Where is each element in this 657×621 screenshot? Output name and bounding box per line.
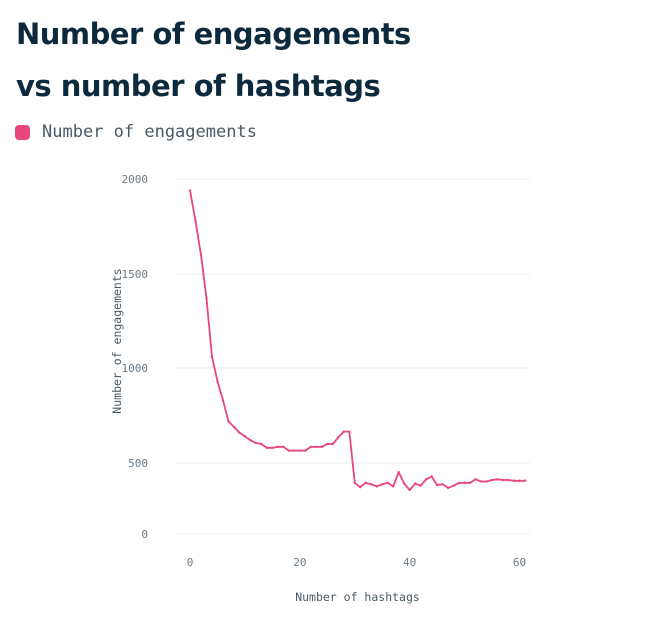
data-point [348, 430, 351, 433]
data-point [298, 449, 302, 452]
data-point [210, 355, 214, 358]
data-point [221, 399, 225, 402]
data-point [271, 446, 274, 449]
data-point [326, 442, 329, 446]
data-point [353, 481, 356, 485]
data-point [402, 482, 406, 485]
data-point [249, 439, 252, 442]
data-point [331, 442, 334, 446]
data-point [435, 483, 439, 487]
data-point [441, 483, 444, 486]
data-point [408, 488, 411, 492]
data-point [265, 446, 269, 449]
data-point [446, 486, 450, 490]
data-points [188, 189, 527, 492]
y-tick-label: 500 [128, 457, 148, 470]
data-point [359, 485, 362, 489]
x-tick-labels: 0 20 40 60 [187, 556, 526, 569]
y-tick-label: 1500 [122, 268, 149, 281]
data-point [501, 478, 505, 482]
data-point [523, 479, 527, 482]
data-point [243, 435, 247, 438]
chart-title: Number of engagements vs number of hasht… [16, 8, 636, 112]
data-point [391, 485, 395, 488]
data-point [518, 479, 521, 482]
data-point [381, 483, 384, 486]
data-point [370, 483, 373, 486]
data-point [216, 380, 219, 383]
data-point [364, 481, 367, 485]
data-point [413, 482, 417, 485]
legend-label: Number of engagements [42, 122, 257, 142]
data-point [238, 431, 241, 434]
x-tick-label: 40 [403, 556, 416, 569]
data-point [199, 253, 203, 257]
data-point [315, 445, 318, 449]
series-line-engagements [189, 190, 525, 491]
data-point [282, 445, 285, 449]
y-tick-label: 1000 [122, 362, 149, 375]
data-point [304, 449, 307, 452]
data-point [397, 471, 400, 474]
data-point [496, 478, 499, 481]
y-axis-label: Number of engagements [110, 268, 124, 413]
data-point [276, 445, 280, 449]
x-tick-label: 20 [293, 556, 306, 569]
data-point [309, 445, 313, 449]
data-point [205, 297, 208, 300]
data-point [507, 478, 510, 482]
data-point [232, 425, 236, 429]
data-point [468, 481, 472, 485]
data-point [419, 484, 422, 487]
x-tick-label: 0 [187, 556, 194, 569]
data-point [342, 430, 345, 433]
data-point [375, 485, 378, 488]
data-point [260, 442, 263, 446]
data-point [474, 478, 477, 481]
data-point [194, 219, 197, 222]
data-point [188, 189, 192, 192]
chart-legend: Number of engagements [15, 120, 257, 144]
data-point [424, 478, 428, 481]
data-point [485, 480, 488, 483]
data-point [386, 481, 389, 485]
data-point [512, 479, 516, 482]
data-point [452, 484, 455, 487]
legend-swatch [15, 124, 30, 140]
y-tick-labels: 0 500 1000 1500 2000 [122, 173, 149, 541]
y-tick-label: 0 [141, 528, 148, 541]
data-point [490, 478, 494, 482]
chart-title-line-2: vs number of hashtags [16, 69, 381, 103]
data-point [463, 481, 466, 485]
grid-layer [176, 178, 530, 535]
data-point [430, 475, 433, 478]
data-point [337, 436, 340, 439]
x-axis-label: Number of hashtags [295, 590, 420, 604]
data-point [227, 420, 230, 423]
chart-title-line-1: Number of engagements [16, 17, 411, 51]
data-point [287, 449, 291, 452]
data-point [293, 449, 296, 452]
y-tick-label: 2000 [122, 173, 149, 186]
x-tick-label: 60 [513, 556, 526, 569]
data-point [254, 441, 258, 445]
data-point [320, 445, 324, 449]
data-point [457, 481, 461, 485]
data-point [479, 480, 483, 483]
